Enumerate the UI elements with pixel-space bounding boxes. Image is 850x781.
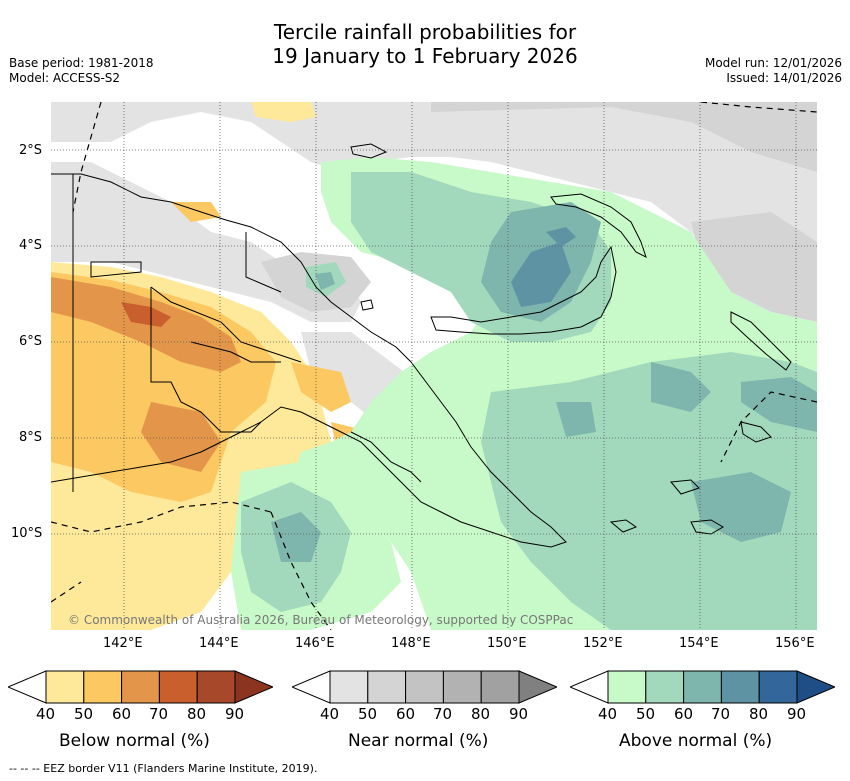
lon-label-148e: 148°E bbox=[391, 636, 431, 651]
title-line-2: 19 January to 1 February 2026 bbox=[272, 44, 578, 68]
colorbar-segment bbox=[720, 670, 760, 704]
colorbar-title-near: Near normal (%) bbox=[348, 731, 489, 751]
colorbar-high-extension bbox=[796, 670, 837, 704]
title-line-1: Tercile rainfall probabilities for bbox=[273, 20, 577, 44]
lon-label-146e: 146°E bbox=[295, 636, 335, 651]
cb2-tick-90: 90 bbox=[787, 705, 807, 723]
meta-left: Base period: 1981-2018 Model: ACCESS-S2 bbox=[9, 56, 154, 86]
colorbar-segment bbox=[758, 670, 798, 704]
colorbar-title-above: Above normal (%) bbox=[619, 731, 773, 751]
cb1-tick-70: 70 bbox=[433, 705, 453, 723]
colorbar-below-normal bbox=[6, 670, 275, 704]
colorbar-segment bbox=[83, 670, 123, 704]
colorbar-segment bbox=[683, 670, 722, 704]
lon-label-152e: 152°E bbox=[583, 636, 623, 651]
colorbar-segment bbox=[196, 670, 236, 704]
model-run-text: Model run: 12/01/2026 bbox=[704, 56, 842, 70]
colorbar-above-normal bbox=[568, 670, 837, 704]
cb2-tick-70: 70 bbox=[711, 705, 731, 723]
copyright-text: © Commonwealth of Australia 2026, Bureau… bbox=[68, 613, 574, 627]
colorbar-high-extension bbox=[234, 670, 275, 704]
lon-label-142e: 142°E bbox=[103, 636, 143, 651]
meta-right: Model run: 12/01/2026 Issued: 14/01/2026 bbox=[705, 56, 842, 86]
lon-label-150e: 150°E bbox=[487, 636, 527, 651]
lon-label-156e: 156°E bbox=[775, 636, 815, 651]
eez-borders bbox=[51, 102, 817, 630]
colorbar-segment bbox=[367, 670, 407, 704]
colorbar-low-extension bbox=[290, 670, 331, 704]
cb2-tick-50: 50 bbox=[636, 705, 656, 723]
model-text: Model: ACCESS-S2 bbox=[9, 71, 121, 85]
lat-label-10s: 10°S bbox=[11, 526, 43, 541]
cb0-tick-80: 80 bbox=[187, 705, 207, 723]
cb2-tick-80: 80 bbox=[749, 705, 769, 723]
colorbar-segment bbox=[45, 670, 85, 704]
colorbar-high-extension bbox=[518, 670, 559, 704]
colorbar-segment bbox=[405, 670, 444, 704]
cb0-tick-50: 50 bbox=[74, 705, 94, 723]
coastlines bbox=[51, 143, 792, 548]
below-normal-regions bbox=[51, 102, 701, 630]
cb1-tick-80: 80 bbox=[471, 705, 491, 723]
lon-label-154e: 154°E bbox=[679, 636, 719, 651]
cb2-tick-40: 40 bbox=[598, 705, 618, 723]
cb0-tick-40: 40 bbox=[36, 705, 56, 723]
cb0-tick-90: 90 bbox=[225, 705, 245, 723]
cb0-tick-70: 70 bbox=[149, 705, 169, 723]
colorbar-segment bbox=[442, 670, 482, 704]
colorbar-segment bbox=[480, 670, 520, 704]
lat-label-2s: 2°S bbox=[19, 143, 43, 158]
base-period-text: Base period: 1981-2018 bbox=[9, 56, 154, 70]
province-borders bbox=[72, 174, 422, 492]
lat-label-6s: 6°S bbox=[19, 334, 43, 349]
colorbar-segment bbox=[158, 670, 198, 704]
gridlines bbox=[51, 102, 817, 630]
cb1-tick-60: 60 bbox=[396, 705, 416, 723]
lat-label-8s: 8°S bbox=[19, 430, 43, 445]
above-normal-regions bbox=[231, 157, 817, 630]
colorbar-near-normal bbox=[290, 670, 559, 704]
colorbar-segment bbox=[329, 670, 369, 704]
cb1-tick-50: 50 bbox=[358, 705, 378, 723]
colorbar-segment bbox=[645, 670, 685, 704]
colorbar-segment bbox=[607, 670, 647, 704]
map-title: Tercile rainfall probabilities for 19 Ja… bbox=[0, 20, 850, 68]
eez-footnote: -- -- -- EEZ border V11 (Flanders Marine… bbox=[9, 762, 318, 775]
lat-label-4s: 4°S bbox=[19, 238, 43, 253]
cb1-tick-40: 40 bbox=[320, 705, 340, 723]
colorbar-title-below: Below normal (%) bbox=[59, 731, 210, 751]
colorbar-low-extension bbox=[6, 670, 47, 704]
lon-label-144e: 144°E bbox=[199, 636, 239, 651]
colorbar-low-extension bbox=[568, 670, 609, 704]
cb2-tick-60: 60 bbox=[674, 705, 694, 723]
cb0-tick-60: 60 bbox=[112, 705, 132, 723]
issued-text: Issued: 14/01/2026 bbox=[726, 71, 842, 85]
rainfall-map bbox=[51, 102, 817, 630]
cb1-tick-90: 90 bbox=[509, 705, 529, 723]
colorbar-segment bbox=[121, 670, 160, 704]
